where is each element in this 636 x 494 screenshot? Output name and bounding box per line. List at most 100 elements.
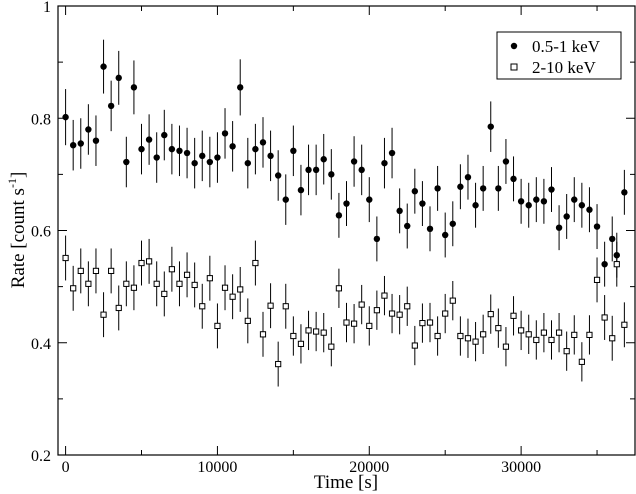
data-point (62, 113, 69, 121)
data-point (244, 159, 252, 167)
data-point (601, 314, 608, 321)
data-point (548, 186, 555, 193)
data-point (510, 175, 517, 183)
y-axis-title-main: Rate [count s (8, 188, 29, 288)
data-point (358, 301, 365, 308)
data-point (108, 267, 115, 275)
data-point (320, 156, 327, 163)
data-point (146, 258, 153, 265)
data-point (305, 166, 312, 174)
data-point (115, 74, 122, 82)
data-point (130, 84, 138, 91)
data-point (176, 147, 183, 155)
data-point (183, 149, 191, 157)
data-point (517, 198, 525, 205)
data-point (62, 254, 69, 262)
data-point (510, 312, 517, 319)
data-point (229, 143, 236, 150)
data-point (214, 154, 221, 161)
data-point (85, 280, 92, 287)
data-point (487, 311, 494, 318)
data-point (457, 183, 464, 190)
data-point (290, 147, 297, 155)
y-axis-ticks: 0.2 0.4 0.6 0.8 1 (31, 0, 635, 465)
data-point (457, 332, 464, 340)
data-point (609, 235, 616, 243)
data-point (70, 285, 77, 292)
data-point (237, 286, 244, 293)
data-point (621, 189, 628, 196)
data-point (274, 172, 282, 179)
legend-box (496, 31, 622, 80)
data-point (161, 131, 168, 139)
y-tick-label: 0.6 (31, 224, 51, 241)
data-point (297, 186, 305, 194)
data-point (449, 220, 456, 227)
data-point (449, 297, 456, 304)
data-point (328, 343, 335, 350)
data-point (214, 322, 221, 330)
data-point (335, 285, 343, 292)
series-1 (62, 39, 628, 287)
data-point (176, 280, 183, 287)
data-point (350, 158, 358, 165)
y-axis-title-superscript: -1 (5, 178, 19, 188)
data-point (381, 159, 388, 167)
data-point (69, 141, 77, 149)
data-point (548, 336, 555, 344)
data-point (621, 321, 628, 328)
data-point (396, 207, 403, 215)
data-point (578, 202, 586, 209)
series-2 (62, 235, 628, 387)
data-point (434, 185, 441, 192)
data-point (419, 200, 426, 207)
data-point (426, 319, 434, 326)
series-layer (62, 39, 628, 387)
data-point (472, 202, 479, 209)
data-point (419, 320, 426, 327)
data-point (237, 84, 244, 91)
data-point (252, 259, 259, 267)
data-point (533, 336, 540, 344)
data-point (92, 137, 100, 144)
data-point (77, 140, 84, 147)
data-point (464, 173, 472, 181)
data-point (206, 158, 214, 166)
data-point (366, 196, 373, 203)
data-point (571, 331, 578, 338)
x-tick-label: 10000 (197, 459, 237, 476)
data-point (601, 260, 608, 268)
data-point (495, 185, 502, 192)
data-point (130, 284, 138, 291)
data-point (586, 331, 593, 338)
data-point (442, 310, 449, 317)
data-point (518, 327, 525, 334)
data-point (613, 261, 620, 268)
data-point (487, 123, 494, 130)
data-point (275, 360, 282, 368)
data-point (290, 332, 297, 340)
data-point (199, 152, 206, 160)
data-point (221, 130, 229, 137)
data-point (343, 200, 350, 207)
data-point (282, 303, 289, 310)
data-point (229, 293, 236, 300)
data-point (115, 304, 122, 312)
data-point (593, 276, 601, 283)
data-point (495, 325, 502, 332)
data-point (123, 280, 130, 287)
data-point (350, 320, 358, 327)
data-point (525, 202, 532, 209)
data-point (206, 275, 213, 282)
data-point (464, 335, 472, 342)
data-point (479, 185, 487, 192)
data-point (426, 225, 434, 233)
data-point (555, 329, 563, 336)
data-point (578, 358, 585, 365)
data-point (221, 284, 229, 291)
y-tick-label: 0.2 (31, 448, 51, 465)
data-point (502, 343, 510, 350)
data-point (502, 158, 510, 165)
data-point (138, 259, 145, 267)
data-point (138, 145, 145, 153)
